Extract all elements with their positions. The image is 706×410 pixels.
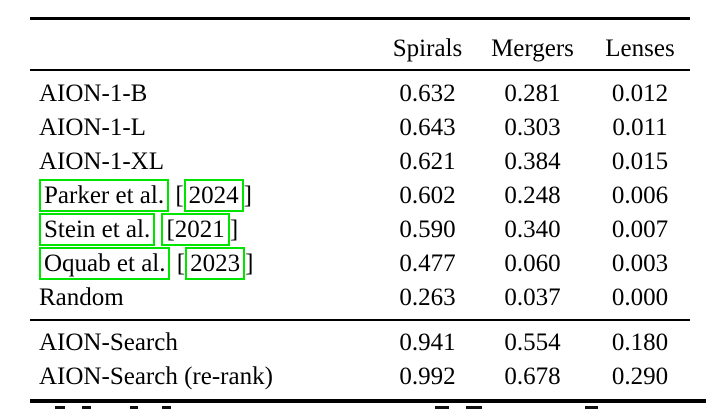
row-label: AION-1-L (30, 111, 380, 145)
header-empty-cell (30, 20, 380, 77)
citation-link-box[interactable]: [2021 (161, 213, 230, 246)
citation-link-box[interactable]: Oquab et al. (39, 247, 171, 280)
table-row: Oquab et al. [2023] 0.477 0.060 0.003 (30, 247, 690, 281)
value-cell: 0.006 (611, 182, 669, 209)
value-cell: 0.384 (504, 148, 561, 175)
value-cell: 0.303 (504, 114, 561, 141)
citation-link-box[interactable]: Stein et al. (39, 213, 156, 246)
value-cell: 0.012 (611, 80, 669, 107)
top-rule (30, 17, 690, 20)
table-body-group-baselines: AION-1-B 0.632 0.281 0.012 AION-1-L 0.643 0.30… (30, 71, 690, 319)
value-cell: 0.180 (611, 329, 669, 356)
header-rule (30, 68, 690, 71)
citation-link-box[interactable]: 2023 (185, 247, 246, 280)
results-table: Spirals Mergers Lenses AION-1-B 0.632 0.281 0… (30, 17, 706, 403)
table-row: AION-Search 0.941 0.554 0.180 (30, 326, 690, 360)
row-label: Parker et al. [2024] (30, 179, 380, 213)
citation-link-box[interactable]: 2024 (183, 179, 244, 212)
row-label-text: AION-Search (39, 329, 178, 356)
table-row: Parker et al. [2024] 0.602 0.248 0.006 (30, 179, 690, 213)
value-cell: 0.003 (611, 250, 669, 277)
column-header-lenses: Lenses (605, 34, 675, 62)
value-cell: 0.000 (611, 284, 669, 311)
column-header-mergers: Mergers (491, 34, 574, 62)
citation-link-box[interactable]: Parker et al. (39, 179, 170, 212)
table-row: AION-1-XL 0.621 0.384 0.015 (30, 145, 690, 179)
table-body-group-aion-search: AION-Search 0.941 0.554 0.180 AION-Search (r… (30, 321, 690, 399)
row-label-text: AION-1-L (39, 114, 146, 141)
caption-text-fragment (55, 406, 65, 409)
value-cell: 0.554 (504, 329, 561, 356)
row-label-text: Random (39, 284, 124, 311)
value-cell: 0.011 (612, 114, 668, 141)
row-label: AION-Search (re-rank) (30, 360, 380, 394)
row-label-text: ] (229, 216, 239, 243)
table-row: Stein et al. [2021] 0.590 0.340 0.007 (30, 213, 690, 247)
value-cell: 0.007 (611, 216, 669, 243)
row-label-text: [ (169, 182, 184, 209)
row-label-text: AION-1-B (39, 80, 148, 107)
column-header-spirals: Spirals (392, 34, 463, 62)
value-cell: 0.281 (504, 80, 561, 107)
value-cell: 0.621 (399, 148, 456, 175)
value-cell: 0.290 (611, 363, 669, 390)
row-label-text: ] (245, 250, 254, 277)
row-label: Random (30, 281, 380, 315)
row-label: Stein et al. [2021] (30, 213, 380, 247)
value-cell: 0.590 (399, 216, 456, 243)
value-cell: 0.602 (399, 182, 456, 209)
row-label-text: AION-Search (re-rank) (39, 363, 273, 390)
table-header-row: Spirals Mergers Lenses (30, 20, 690, 69)
row-label: AION-1-XL (30, 145, 380, 179)
caption-text-fragment (466, 406, 482, 409)
table-row: AION-1-B 0.632 0.281 0.012 (30, 77, 690, 111)
value-cell: 0.263 (399, 284, 456, 311)
table-row: Random 0.263 0.037 0.000 (30, 281, 690, 315)
value-cell: 0.340 (504, 216, 561, 243)
row-label-text: AION-1-XL (39, 148, 164, 175)
caption-text-fragment (162, 406, 171, 409)
table-row: AION-1-L 0.643 0.303 0.011 (30, 111, 690, 145)
bottom-rule (30, 399, 706, 403)
value-cell: 0.678 (504, 363, 561, 390)
group-separator-rule (30, 319, 690, 321)
value-cell: 0.477 (399, 250, 456, 277)
value-cell: 0.248 (504, 182, 561, 209)
value-cell: 0.015 (611, 148, 669, 175)
row-label-text: ] (243, 182, 252, 209)
caption-text-fragment (82, 406, 91, 409)
value-cell: 0.037 (504, 284, 561, 311)
value-cell: 0.941 (399, 329, 456, 356)
caption-text-fragment (130, 406, 138, 409)
value-cell: 0.632 (399, 80, 456, 107)
row-label: AION-Search (30, 326, 380, 360)
caption-text-fragment (435, 406, 449, 409)
cropped-caption-fragments (0, 406, 706, 410)
value-cell: 0.060 (504, 250, 561, 277)
value-cell: 0.643 (399, 114, 456, 141)
row-label: AION-1-B (30, 77, 380, 111)
row-label: Oquab et al. [2023] (30, 247, 380, 281)
row-label-text: [ (170, 250, 186, 277)
table-row: AION-Search (re-rank) 0.992 0.678 0.290 (30, 360, 690, 394)
caption-text-fragment (585, 406, 598, 409)
value-cell: 0.992 (399, 363, 456, 390)
